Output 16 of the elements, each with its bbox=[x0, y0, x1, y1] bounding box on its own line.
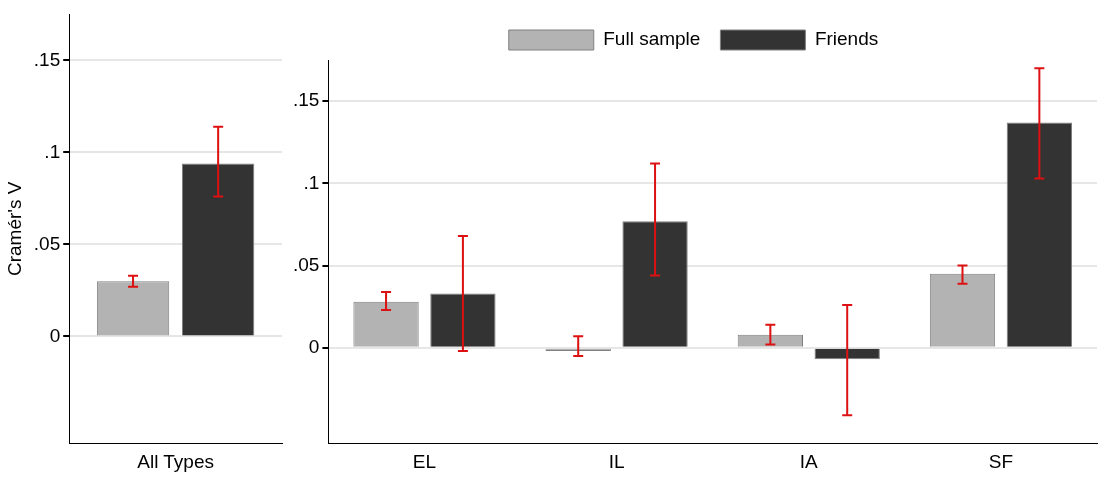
x-tick-label: IL bbox=[608, 450, 625, 472]
y-axis-title: Cramér's V bbox=[3, 181, 25, 277]
y-tick-label: .05 bbox=[33, 232, 61, 254]
y-tick-label: .1 bbox=[44, 140, 61, 162]
x-tick-label: SF bbox=[988, 450, 1014, 472]
y-tick-label: .15 bbox=[292, 89, 320, 111]
y-tick-label: 0 bbox=[49, 324, 61, 346]
y-tick-label: .15 bbox=[33, 48, 61, 70]
x-tick-label: EL bbox=[412, 450, 437, 472]
y-tick-label: 0 bbox=[308, 336, 320, 358]
x-tick-label: All Types bbox=[137, 450, 214, 472]
legend-label: Friends bbox=[814, 28, 879, 50]
y-tick-label: .1 bbox=[303, 171, 320, 193]
legend-label: Full sample bbox=[603, 28, 701, 50]
y-tick-label: .05 bbox=[292, 253, 320, 275]
x-tick-label: IA bbox=[799, 450, 819, 472]
